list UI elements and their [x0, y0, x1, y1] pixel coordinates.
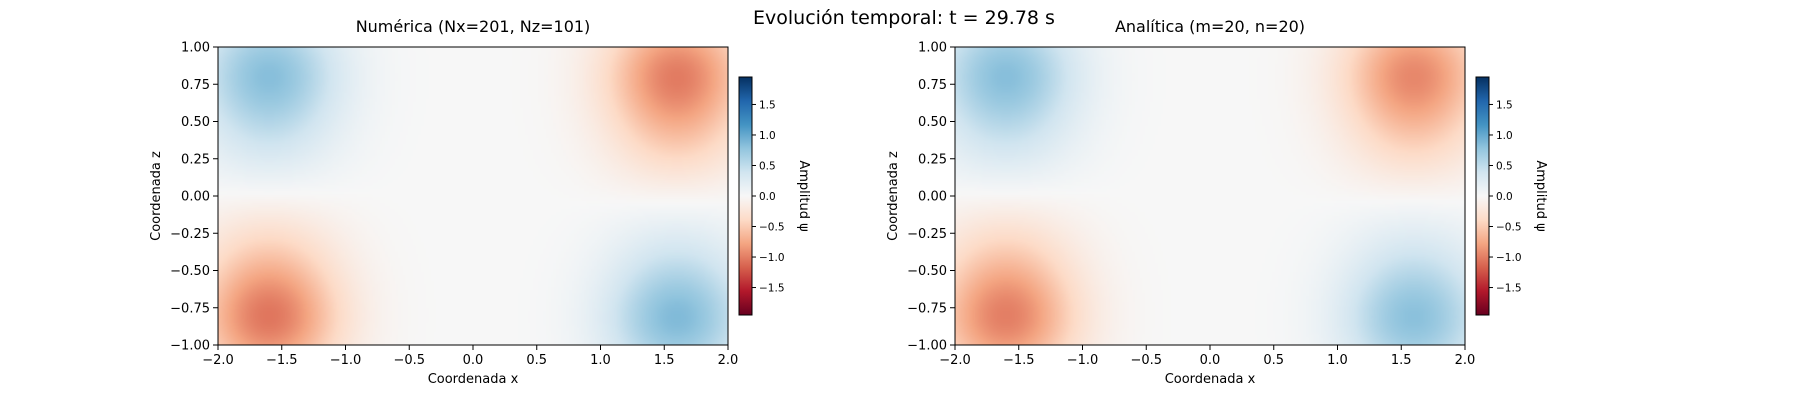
- y-tick-label: −0.25: [907, 227, 947, 242]
- x-tick-label: −0.5: [393, 353, 425, 368]
- y-axis-label: Coordenada z: [149, 151, 164, 241]
- x-axis-label: Coordenada x: [428, 372, 519, 387]
- y-tick-label: −1.00: [170, 339, 210, 354]
- x-tick-label: 0.0: [1200, 353, 1221, 368]
- y-tick-label: 1.00: [181, 41, 210, 56]
- x-tick-label: 0.5: [1263, 353, 1284, 368]
- x-tick-label: 1.0: [1327, 353, 1348, 368]
- colorbar-tick-label: −1.0: [759, 252, 785, 264]
- y-tick-label: 1.00: [918, 41, 947, 56]
- y-axis-label: Coordenada z: [886, 151, 901, 241]
- y-tick-label: −1.00: [907, 339, 947, 354]
- colorbar-label: Amplitud ψ: [796, 160, 811, 231]
- colorbar-tick-label: −1.0: [1496, 252, 1522, 264]
- x-tick-label: 1.0: [590, 353, 611, 368]
- x-tick-label: 1.5: [1391, 353, 1412, 368]
- x-tick-label: −1.5: [266, 353, 298, 368]
- y-tick-label: −0.50: [907, 264, 947, 279]
- y-tick-label: 0.00: [918, 190, 947, 205]
- y-tick-label: −0.25: [170, 227, 210, 242]
- panel-title: Analítica (m=20, n=20): [1115, 17, 1305, 36]
- colorbar-tick-label: −1.5: [759, 283, 785, 295]
- colorbar-gradient: [1476, 77, 1489, 315]
- colorbar-tick-label: 1.0: [1496, 130, 1513, 142]
- y-tick-label: 0.75: [181, 78, 210, 93]
- y-tick-label: 0.25: [918, 152, 947, 167]
- y-tick-label: −0.75: [907, 301, 947, 316]
- x-tick-label: −2.0: [202, 353, 234, 368]
- x-tick-label: −1.0: [1067, 353, 1099, 368]
- colorbar-tick-label: 0.5: [1496, 160, 1513, 172]
- x-axis-label: Coordenada x: [1165, 372, 1256, 387]
- y-tick-label: −0.50: [170, 264, 210, 279]
- colorbar-tick-label: 0.5: [759, 160, 776, 172]
- colorbar-label: Amplitud ψ: [1533, 160, 1548, 231]
- x-tick-label: 2.0: [718, 353, 739, 368]
- colorbar-tick-label: −0.5: [759, 222, 785, 234]
- x-tick-label: 1.5: [654, 353, 675, 368]
- x-tick-label: 0.5: [526, 353, 547, 368]
- x-tick-label: 0.0: [463, 353, 484, 368]
- heatmap-image: [218, 47, 728, 345]
- x-tick-label: −1.5: [1003, 353, 1035, 368]
- figure-suptitle: Evolución temporal: t = 29.78 s: [753, 7, 1055, 29]
- colorbar-tick-label: 1.0: [759, 130, 776, 142]
- y-tick-label: −0.75: [170, 301, 210, 316]
- x-tick-label: −2.0: [939, 353, 971, 368]
- colorbar-tick-label: 0.0: [759, 191, 776, 203]
- y-tick-label: 0.25: [181, 152, 210, 167]
- y-tick-label: 0.75: [918, 78, 947, 93]
- x-tick-label: −1.0: [330, 353, 362, 368]
- analytic-panel: Analítica (m=20, n=20) −2.0 −1.5 −1.0 −0.5 0.…: [886, 17, 1548, 387]
- colorbar-tick-label: 0.0: [1496, 191, 1513, 203]
- colorbar-tick-label: 1.5: [1496, 99, 1513, 111]
- y-tick-label: 0.50: [181, 115, 210, 130]
- heatmap-image: [955, 47, 1465, 345]
- colorbar-tick-label: −1.5: [1496, 283, 1522, 295]
- y-tick-label: 0.00: [181, 190, 210, 205]
- colorbar-tick-label: −0.5: [1496, 222, 1522, 234]
- panel-title: Numérica (Nx=201, Nz=101): [356, 17, 591, 36]
- y-tick-label: 0.50: [918, 115, 947, 130]
- colorbar-gradient: [739, 77, 752, 315]
- numeric-panel: Numérica (Nx=201, Nz=101) −2.0 −1.5 −1.0 −0.…: [149, 17, 811, 387]
- x-tick-label: 2.0: [1455, 353, 1476, 368]
- x-tick-label: −0.5: [1130, 353, 1162, 368]
- colorbar-tick-label: 1.5: [759, 99, 776, 111]
